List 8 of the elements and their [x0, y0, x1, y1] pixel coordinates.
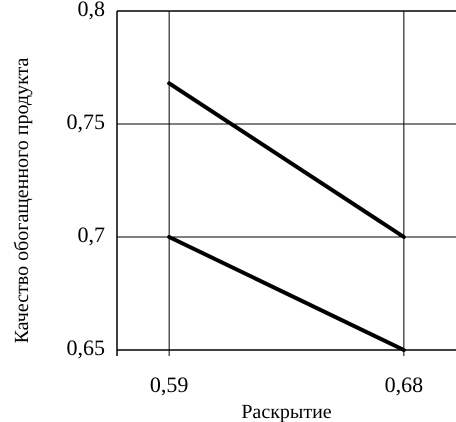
x-tick-label: 0,68 [384, 372, 424, 397]
y-tick-label: 0,7 [78, 222, 105, 248]
y-tick-label: 0,8 [78, 0, 105, 22]
y-tick-label: 0,65 [66, 335, 105, 360]
y-axis-title: Качество обогащенного продукта [11, 57, 33, 344]
y-tick-label: 0,75 [66, 109, 105, 134]
x-tick-label: 0,59 [150, 372, 188, 397]
x-axis-title: Раскрытие [241, 401, 332, 422]
